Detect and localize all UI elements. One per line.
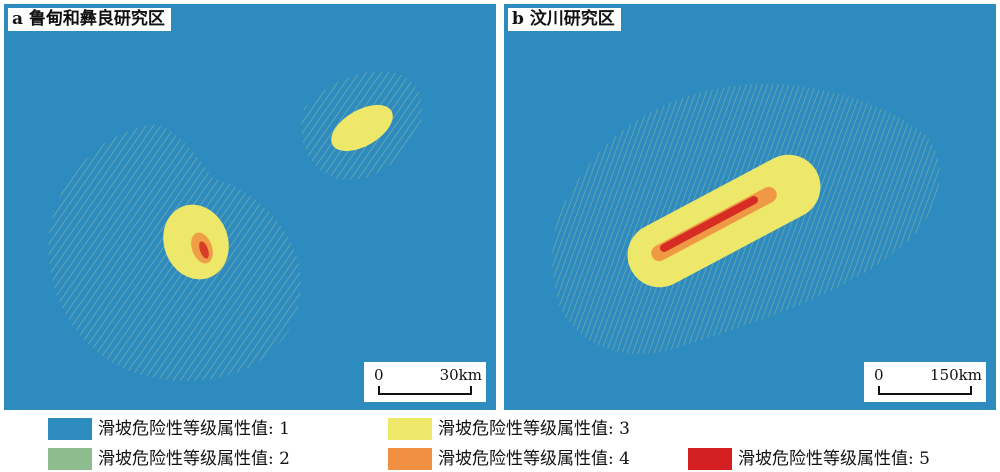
legend-swatch-4 xyxy=(388,448,432,470)
map-panel-b: b 汶川研究区 0 150km xyxy=(504,4,996,410)
scale-line-b xyxy=(878,386,972,395)
legend-swatch-5 xyxy=(688,448,732,470)
legend-swatch-1 xyxy=(48,418,92,440)
hazard-veryhigh-ludian xyxy=(199,241,209,259)
scale-distance-b: 150km xyxy=(930,366,982,384)
scale-bar-b: 0 150km xyxy=(864,362,986,402)
panel-title-a: a 鲁甸和彝良研究区 xyxy=(8,8,171,31)
scale-distance-a: 30km xyxy=(439,366,482,384)
legend-label-2: 滑坡危险性等级属性值: 2 xyxy=(98,449,290,469)
scale-zero-a: 0 xyxy=(374,366,384,384)
legend-label-5: 滑坡危险性等级属性值: 5 xyxy=(738,449,930,469)
legend-label-1: 滑坡危险性等级属性值: 1 xyxy=(98,419,290,439)
hazard-core-yiliang xyxy=(331,104,393,152)
scale-line-a xyxy=(378,386,472,395)
scale-zero-b: 0 xyxy=(874,366,884,384)
legend-label-4: 滑坡危险性等级属性值: 4 xyxy=(438,449,630,469)
panel-title-b: b 汶川研究区 xyxy=(508,8,621,31)
hazard-veryhigh-wenchuan xyxy=(659,196,759,252)
legend-label-3: 滑坡危险性等级属性值: 3 xyxy=(438,419,630,439)
hazard-map-b xyxy=(552,83,940,354)
scale-bar-a: 0 30km xyxy=(364,362,486,402)
legend-swatch-3 xyxy=(388,418,432,440)
hazard-map-a xyxy=(48,71,423,381)
map-panel-a: a 鲁甸和彝良研究区 0 30km xyxy=(4,4,496,410)
legend-swatch-2 xyxy=(48,448,92,470)
